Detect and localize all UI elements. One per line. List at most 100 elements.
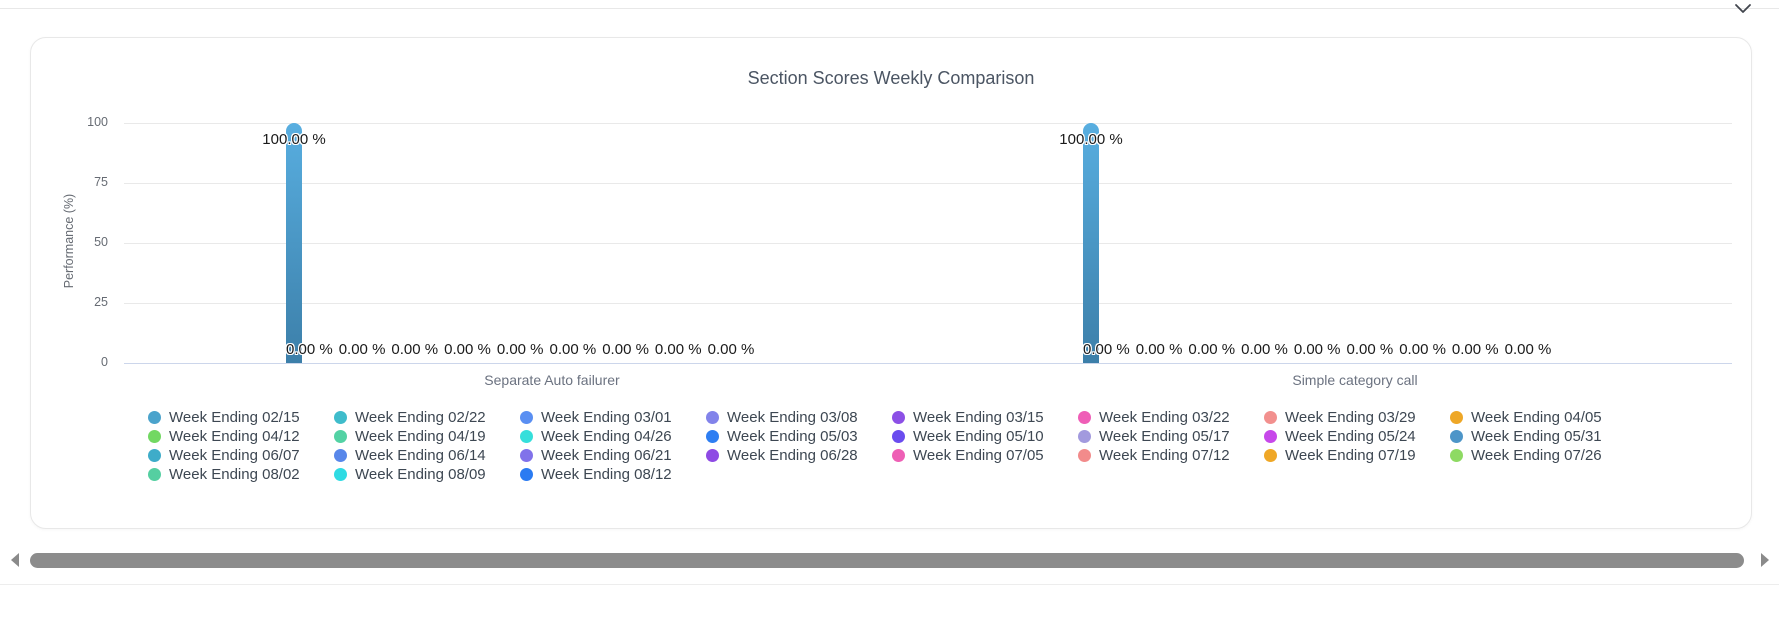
legend-marker-icon <box>1450 411 1463 424</box>
legend-item[interactable]: Week Ending 03/01 <box>520 408 706 427</box>
zero-value-label: 0.00 % <box>602 341 649 358</box>
legend-item-label: Week Ending 08/12 <box>541 466 672 483</box>
value-label: 100.00 % <box>262 131 326 148</box>
legend-item-label: Week Ending 03/15 <box>913 409 1044 426</box>
legend-item-label: Week Ending 05/10 <box>913 428 1044 445</box>
chevron-down-icon[interactable] <box>1734 2 1752 16</box>
legend-item[interactable]: Week Ending 05/17 <box>1078 427 1264 446</box>
legend-marker-icon <box>334 411 347 424</box>
zero-value-label: 0.00 % <box>654 341 702 358</box>
legend-marker-icon <box>1264 411 1277 424</box>
y-tick-label: 100 <box>87 115 108 129</box>
legend-item-label: Week Ending 07/05 <box>913 447 1044 464</box>
legend-item[interactable]: Week Ending 06/07 <box>148 446 334 465</box>
legend-marker-icon <box>1078 449 1091 462</box>
legend-marker-icon <box>520 449 533 462</box>
legend-marker-icon <box>1078 411 1091 424</box>
legend-item-label: Week Ending 06/14 <box>355 447 486 464</box>
legend-item[interactable]: Week Ending 05/31 <box>1450 427 1636 446</box>
zero-value-label: 0.00 % <box>1504 341 1552 358</box>
legend-marker-icon <box>148 468 161 481</box>
legend-item[interactable]: Week Ending 07/05 <box>892 446 1078 465</box>
legend-item-label: Week Ending 05/31 <box>1471 428 1602 445</box>
legend-item[interactable]: Week Ending 02/22 <box>334 408 520 427</box>
legend-item[interactable]: Week Ending 04/26 <box>520 427 706 446</box>
legend-marker-icon <box>892 411 905 424</box>
x-axis-category-label: Simple category call <box>1292 372 1418 388</box>
legend-item-label: Week Ending 05/17 <box>1099 428 1230 445</box>
zero-value-label: 0.00 % <box>1241 341 1288 358</box>
scroll-left-button[interactable] <box>8 551 22 569</box>
legend-marker-icon <box>334 468 347 481</box>
scrollbar-thumb[interactable] <box>30 553 1744 568</box>
legend-item[interactable]: Week Ending 04/05 <box>1450 408 1636 427</box>
zero-value-label: 0.00 % <box>549 341 597 358</box>
legend-marker-icon <box>148 411 161 424</box>
gridline <box>124 183 1732 184</box>
legend-marker-icon <box>892 449 905 462</box>
legend-item[interactable]: Week Ending 03/08 <box>706 408 892 427</box>
y-tick-label: 75 <box>94 175 108 189</box>
legend-marker-icon <box>1078 430 1091 443</box>
legend-item[interactable]: Week Ending 03/29 <box>1264 408 1450 427</box>
legend-item-label: Week Ending 05/03 <box>727 428 858 445</box>
gridline <box>124 243 1732 244</box>
value-label: 100.00 % <box>1059 131 1123 148</box>
legend-marker-icon <box>334 430 347 443</box>
y-tick-label: 50 <box>94 235 108 249</box>
legend-item-label: Week Ending 07/26 <box>1471 447 1602 464</box>
legend-item[interactable]: Week Ending 07/19 <box>1264 446 1450 465</box>
legend-item[interactable]: Week Ending 03/15 <box>892 408 1078 427</box>
top-divider <box>0 8 1779 9</box>
legend-item-label: Week Ending 03/01 <box>541 409 672 426</box>
legend-item[interactable]: Week Ending 05/24 <box>1264 427 1450 446</box>
zero-value-label: 0.00 % <box>1451 341 1499 358</box>
legend-item[interactable]: Week Ending 04/12 <box>148 427 334 446</box>
zero-value-label: 0.00 % <box>1083 341 1130 358</box>
legend-item-label: Week Ending 04/26 <box>541 428 672 445</box>
legend-marker-icon <box>148 449 161 462</box>
legend-item[interactable]: Week Ending 04/19 <box>334 427 520 446</box>
legend-item[interactable]: Week Ending 06/21 <box>520 446 706 465</box>
legend-item-label: Week Ending 06/21 <box>541 447 672 464</box>
x-axis-category-label: Separate Auto failurer <box>484 372 620 388</box>
legend-item[interactable]: Week Ending 07/26 <box>1450 446 1636 465</box>
legend-item[interactable]: Week Ending 02/15 <box>148 408 334 427</box>
legend-item-label: Week Ending 07/19 <box>1285 447 1416 464</box>
zero-value-label: 0.00 % <box>391 341 439 358</box>
legend-item[interactable]: Week Ending 05/10 <box>892 427 1078 446</box>
legend-item[interactable]: Week Ending 08/02 <box>148 465 334 484</box>
legend-marker-icon <box>1264 430 1277 443</box>
legend-item[interactable]: Week Ending 08/12 <box>520 465 706 484</box>
zero-value-label: 0.00 % <box>1188 341 1236 358</box>
zero-value-label: 0.00 % <box>338 341 386 358</box>
legend-item[interactable]: Week Ending 07/12 <box>1078 446 1264 465</box>
legend-item-label: Week Ending 08/09 <box>355 466 486 483</box>
legend-marker-icon <box>1450 449 1463 462</box>
legend-marker-icon <box>1450 430 1463 443</box>
legend-item-label: Week Ending 06/07 <box>169 447 300 464</box>
legend-item[interactable]: Week Ending 08/09 <box>334 465 520 484</box>
bar-simple-category-call[interactable] <box>1083 123 1099 363</box>
y-tick-label: 0 <box>101 355 108 369</box>
legend-item-label: Week Ending 02/15 <box>169 409 300 426</box>
zero-value-label: 0.00 % <box>1293 341 1341 358</box>
legend-item-label: Week Ending 07/12 <box>1099 447 1230 464</box>
legend-item[interactable]: Week Ending 05/03 <box>706 427 892 446</box>
bottom-divider <box>0 584 1779 585</box>
gridline <box>124 123 1732 124</box>
legend-marker-icon <box>706 411 719 424</box>
bar-separate-auto-failurer[interactable] <box>286 123 302 363</box>
legend-marker-icon <box>892 430 905 443</box>
legend-item[interactable]: Week Ending 03/22 <box>1078 408 1264 427</box>
legend-item[interactable]: Week Ending 06/14 <box>334 446 520 465</box>
legend-item-label: Week Ending 05/24 <box>1285 428 1416 445</box>
gridline <box>124 303 1732 304</box>
scroll-right-button[interactable] <box>1758 551 1772 569</box>
legend-marker-icon <box>520 411 533 424</box>
legend-marker-icon <box>520 468 533 481</box>
legend-marker-icon <box>1264 449 1277 462</box>
zero-value-labels: 0.00 % 0.00 % 0.00 % 0.00 % 0.00 % 0.00 % 0.00… <box>286 341 754 358</box>
legend-item-label: Week Ending 04/12 <box>169 428 300 445</box>
legend-item[interactable]: Week Ending 06/28 <box>706 446 892 465</box>
